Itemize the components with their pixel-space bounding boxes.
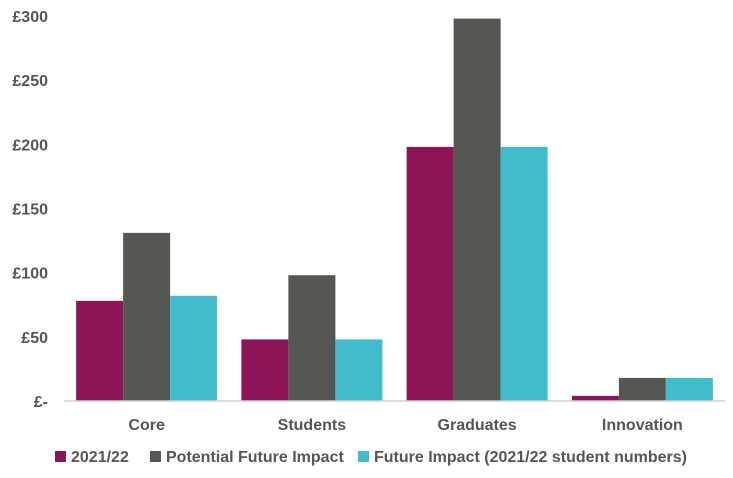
bar-core-series-1: [123, 232, 171, 401]
bar-graduates-series-2: [500, 146, 548, 401]
x-tick-label: Innovation: [602, 417, 683, 434]
bar-core-series-0: [76, 300, 124, 401]
bar-innovation-series-0: [571, 395, 619, 401]
bar-innovation-series-1: [618, 377, 666, 401]
y-tick-label: £200: [12, 137, 48, 154]
bars: [76, 18, 713, 402]
bar-graduates-series-1: [453, 18, 501, 402]
legend-swatch: [358, 451, 369, 462]
y-tick-label: £50: [21, 330, 48, 347]
x-tick-label: Graduates: [438, 417, 517, 434]
legend-label: Potential Future Impact: [166, 449, 344, 466]
legend-label: 2021/22: [71, 449, 129, 466]
legend-swatch: [55, 451, 66, 462]
y-tick-label: £100: [12, 266, 48, 283]
y-tick-label: £250: [12, 73, 48, 90]
y-tick-label: £-: [34, 394, 48, 411]
legend-label: Future Impact (2021/22 student numbers): [374, 449, 687, 466]
bar-innovation-series-2: [665, 377, 713, 401]
x-axis: Core Students Graduates Innovation: [128, 417, 682, 434]
bar-students-series-1: [288, 275, 336, 401]
legend-swatch: [150, 451, 161, 462]
y-axis: £- £50 £100 £150 £200 £250 £300: [12, 9, 48, 411]
x-tick-label: Students: [278, 417, 347, 434]
bar-core-series-2: [170, 295, 218, 401]
legend: 2021/22 Potential Future Impact Future Imp…: [55, 449, 687, 466]
bar-students-series-0: [241, 339, 289, 401]
bar-graduates-series-0: [406, 146, 454, 401]
y-tick-label: £150: [12, 202, 48, 219]
x-tick-label: Core: [128, 417, 165, 434]
y-tick-label: £300: [12, 9, 48, 26]
bar-students-series-2: [335, 339, 383, 401]
